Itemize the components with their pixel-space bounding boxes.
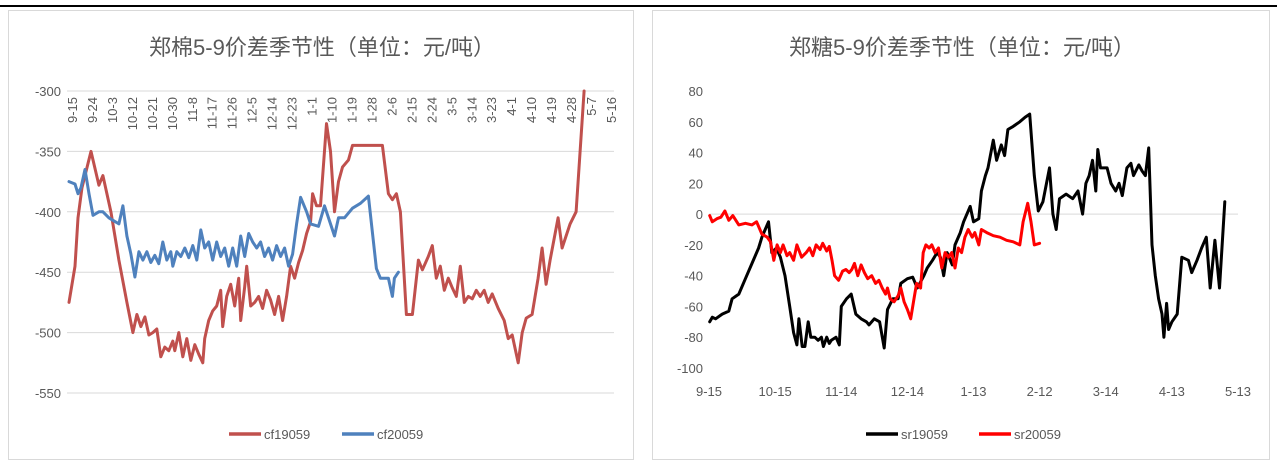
y-tick-label: -300 xyxy=(35,84,61,99)
y-tick-label: -80 xyxy=(684,330,703,345)
x-tick-label: 2-24 xyxy=(424,97,439,123)
x-tick-label: 9-15 xyxy=(65,97,80,123)
x-tick-label: 1-10 xyxy=(325,97,340,123)
x-tick-label: 11-14 xyxy=(825,384,857,399)
legend-item-sr19059: sr19059 xyxy=(866,427,948,442)
x-tick-label: 2-15 xyxy=(404,97,419,123)
y-tick-label: -100 xyxy=(677,361,703,376)
y-tick-label: 80 xyxy=(689,84,703,99)
y-tick-label: 40 xyxy=(689,146,703,161)
x-tick-label: 11-17 xyxy=(205,97,220,129)
x-tick-label: 12-14 xyxy=(265,97,280,130)
series-line-sr19059 xyxy=(708,112,1227,350)
chart-title: 郑棉5-9价差季节性（单位：元/吨） xyxy=(149,35,495,60)
legend-label: sr19059 xyxy=(901,427,948,442)
x-tick-label: 3-14 xyxy=(1093,384,1119,399)
cotton-chart-panel: 郑棉5-9价差季节性（单位：元/吨） -300 -350 -400 -450 -500 -… xyxy=(8,10,634,460)
x-tick-label: 10-12 xyxy=(125,97,140,130)
series-line-cf20059 xyxy=(67,168,400,298)
legend-item-cf19059: cf19059 xyxy=(229,427,310,442)
sugar-chart: 郑糖5-9价差季节性（单位：元/吨） 80 60 40 20 0 -20 -40 -60 -80… xyxy=(677,35,1251,442)
legend-label: sr20059 xyxy=(1014,427,1061,442)
series-line-sr20059 xyxy=(708,201,1042,321)
x-tick-label: 10-3 xyxy=(105,97,120,123)
x-tick-label: 4-28 xyxy=(564,97,579,123)
x-tick-label: 1-13 xyxy=(960,384,986,399)
legend-item-cf20059: cf20059 xyxy=(342,427,423,442)
x-tick-label: 2-12 xyxy=(1027,384,1053,399)
top-rule xyxy=(0,5,1277,7)
x-tick-label: 3-23 xyxy=(484,97,499,123)
sugar-chart-panel: 郑糖5-9价差季节性（单位：元/吨） 80 60 40 20 0 -20 -40 -60 -80… xyxy=(652,10,1270,460)
y-tick-label: 60 xyxy=(689,115,703,130)
legend-label: cf20059 xyxy=(377,427,423,442)
x-tick-label: 1-19 xyxy=(344,97,359,123)
x-tick-label: 5-13 xyxy=(1225,384,1251,399)
chart-title: 郑糖5-9价差季节性（单位：元/吨） xyxy=(789,35,1135,60)
series-line-cf19059 xyxy=(67,89,586,365)
x-tick-label: 2-6 xyxy=(384,97,399,116)
x-tick-label: 10-30 xyxy=(165,97,180,130)
y-tick-label: -550 xyxy=(35,386,61,401)
x-tick-label: 12-14 xyxy=(891,384,924,399)
y-tick-label: 20 xyxy=(689,176,703,191)
y-tick-label: -40 xyxy=(684,269,703,284)
x-tick-label: 3-5 xyxy=(444,97,459,116)
x-tick-label: 11-26 xyxy=(225,97,240,129)
y-tick-label: 0 xyxy=(696,207,703,222)
x-tick-label: 10-21 xyxy=(145,97,160,130)
y-tick-label: -60 xyxy=(684,299,703,314)
x-tick-label: 11-8 xyxy=(185,97,200,122)
legend-label: cf19059 xyxy=(264,427,310,442)
x-tick-label: 4-19 xyxy=(544,97,559,123)
y-tick-label: -400 xyxy=(35,205,61,220)
x-tick-label: 12-23 xyxy=(285,97,300,130)
x-tick-label: 9-24 xyxy=(85,97,100,123)
x-tick-label: 9-15 xyxy=(696,384,722,399)
y-tick-label: -20 xyxy=(684,238,703,253)
x-tick-label: 5-7 xyxy=(584,97,599,116)
y-tick-label: -450 xyxy=(35,265,61,280)
y-tick-label: -350 xyxy=(35,144,61,159)
x-tick-label: 4-13 xyxy=(1159,384,1185,399)
x-tick-label: 12-5 xyxy=(245,97,260,123)
x-tick-label: 1-1 xyxy=(305,97,320,116)
x-tick-label: 4-1 xyxy=(504,97,519,116)
x-tick-label: 4-10 xyxy=(524,97,539,123)
x-tick-label: 3-14 xyxy=(464,97,479,123)
cotton-chart: 郑棉5-9价差季节性（单位：元/吨） -300 -350 -400 -450 -500 -… xyxy=(35,35,619,442)
x-tick-label: 1-28 xyxy=(364,97,379,123)
x-tick-label: 5-16 xyxy=(604,97,619,123)
legend-item-sr20059: sr20059 xyxy=(979,427,1061,442)
x-tick-label: 10-15 xyxy=(759,384,792,399)
y-tick-label: -500 xyxy=(35,326,61,341)
